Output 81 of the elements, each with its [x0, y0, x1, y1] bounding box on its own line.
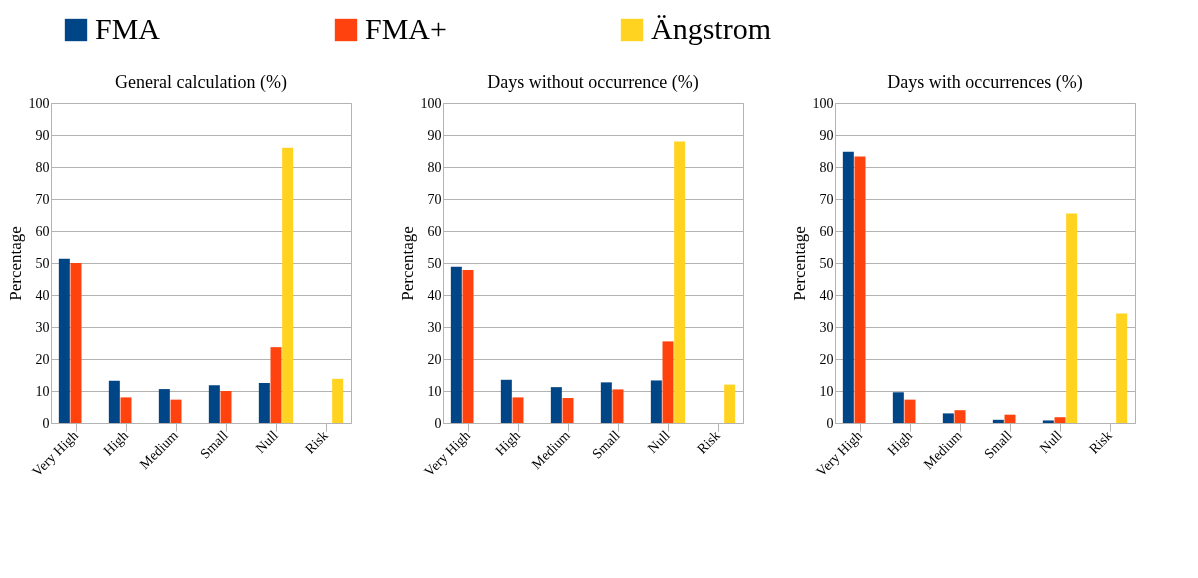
y-tick-label: 10	[819, 383, 834, 399]
chart-title: General calculation (%)	[115, 72, 287, 93]
bar	[562, 398, 574, 423]
bar	[1054, 417, 1066, 423]
bar	[942, 413, 954, 423]
bar	[462, 270, 474, 423]
bar	[258, 383, 270, 423]
bar	[1066, 213, 1078, 423]
x-tick-label: High	[100, 427, 131, 459]
y-axis-title: Percentage	[789, 226, 809, 301]
y-tick-label: 30	[819, 319, 834, 335]
y-tick-label: 60	[35, 223, 50, 239]
legend-label: FMA	[95, 12, 161, 45]
y-tick-label: 80	[427, 159, 442, 175]
bar	[512, 397, 524, 423]
bar	[270, 347, 282, 423]
y-tick-label: 40	[35, 287, 50, 303]
x-tick-label: Risk	[694, 427, 723, 457]
y-tick-label: 30	[427, 319, 442, 335]
y-tick-label: 40	[427, 287, 442, 303]
bar	[500, 379, 512, 423]
bar	[954, 410, 966, 423]
x-tick-label: High	[492, 427, 523, 459]
y-tick-label: 60	[819, 223, 834, 239]
bar	[550, 387, 562, 423]
y-tick-label: 50	[35, 255, 50, 271]
bar	[662, 341, 674, 423]
y-tick-label: 90	[35, 127, 50, 143]
x-tick-label: Risk	[1086, 427, 1115, 457]
y-tick-label: 100	[812, 95, 834, 111]
y-tick-label: 80	[35, 159, 50, 175]
y-tick-label: 70	[819, 191, 834, 207]
bar	[158, 389, 170, 423]
y-tick-label: 70	[35, 191, 50, 207]
bar	[450, 266, 462, 423]
bar	[1004, 414, 1016, 423]
x-tick-label: High	[884, 427, 915, 459]
y-tick-label: 50	[819, 255, 834, 271]
bar	[674, 141, 686, 423]
bar	[170, 399, 182, 423]
y-tick-label: 20	[35, 351, 50, 367]
y-tick-label: 100	[420, 95, 442, 111]
bar	[220, 391, 232, 423]
y-tick-label: 20	[427, 351, 442, 367]
bar	[724, 384, 736, 423]
bar	[70, 263, 82, 423]
bar	[58, 258, 70, 423]
legend-label: FMA+	[365, 12, 447, 45]
y-tick-label: 10	[427, 383, 442, 399]
y-tick-label: 80	[819, 159, 834, 175]
bar	[1116, 313, 1128, 423]
y-tick-label: 60	[427, 223, 442, 239]
bar	[282, 147, 294, 423]
y-tick-label: 20	[819, 351, 834, 367]
y-tick-label: 40	[819, 287, 834, 303]
bar	[208, 385, 220, 423]
y-tick-label: 30	[35, 319, 50, 335]
y-tick-label: 10	[35, 383, 50, 399]
chart-title: Days without occurrence (%)	[487, 72, 699, 93]
bar	[854, 156, 866, 423]
y-axis-title: Percentage	[397, 226, 417, 301]
legend-label: Ängstrom	[651, 12, 771, 45]
bar	[650, 380, 662, 423]
bar	[332, 378, 344, 423]
bar	[600, 382, 612, 423]
bar	[612, 389, 624, 423]
bar	[892, 392, 904, 423]
x-tick-label: Risk	[302, 427, 331, 457]
chart-title: Days with occurrences (%)	[887, 72, 1083, 93]
y-tick-label: 90	[427, 127, 442, 143]
y-tick-label: 90	[819, 127, 834, 143]
bar	[1042, 420, 1054, 423]
bar	[842, 151, 854, 423]
y-tick-label: 50	[427, 255, 442, 271]
y-tick-label: 70	[427, 191, 442, 207]
y-tick-label: 100	[28, 95, 50, 111]
bar	[108, 380, 120, 423]
bar	[904, 399, 916, 423]
y-axis-title: Percentage	[5, 226, 25, 301]
bar	[992, 419, 1004, 423]
bar	[120, 397, 132, 423]
